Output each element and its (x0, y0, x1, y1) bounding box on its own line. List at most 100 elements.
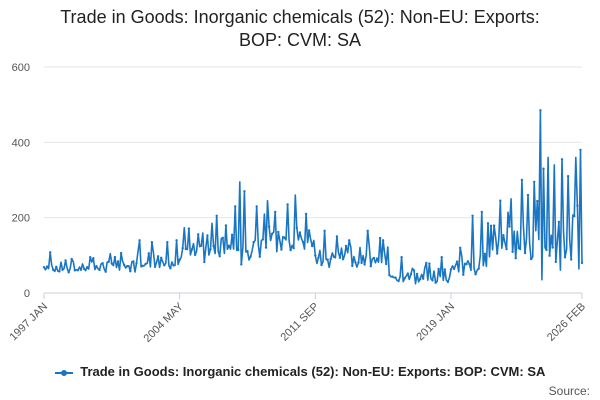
data-point (215, 214, 218, 217)
data-point (73, 269, 77, 272)
data-point (243, 190, 246, 193)
data-point (292, 247, 295, 250)
data-point (468, 263, 471, 266)
data-point (230, 233, 234, 236)
data-point (129, 270, 132, 273)
data-point (385, 262, 388, 266)
data-point (314, 254, 317, 257)
data-point (548, 254, 551, 257)
data-point (200, 244, 203, 247)
data-point (270, 232, 274, 235)
data-point (283, 236, 286, 239)
data-point (237, 248, 240, 252)
data-point (45, 265, 49, 268)
data-point (116, 260, 120, 263)
data-point (452, 267, 456, 271)
data-point (252, 240, 255, 244)
data-point (141, 264, 144, 267)
data-point (551, 246, 554, 249)
data-point (110, 262, 114, 265)
data-point (132, 260, 135, 263)
data-point (440, 256, 443, 259)
data-point (221, 236, 224, 239)
data-point (533, 180, 536, 184)
data-point (209, 247, 212, 251)
data-point (64, 259, 67, 262)
data-point (332, 255, 335, 258)
data-point (471, 214, 474, 217)
data-point (462, 273, 465, 276)
data-point (92, 257, 95, 260)
data-point (184, 247, 187, 251)
data-point (381, 239, 385, 242)
data-point (227, 244, 231, 247)
data-point (295, 226, 298, 230)
data-point (459, 246, 462, 249)
data-point (539, 109, 542, 112)
data-point (67, 271, 70, 274)
data-point (397, 279, 400, 283)
data-point (135, 262, 138, 265)
data-point (101, 262, 104, 265)
data-point (89, 256, 92, 259)
data-point (434, 281, 437, 284)
data-point (474, 273, 477, 276)
data-point (246, 250, 249, 253)
data-point (95, 265, 98, 268)
x-tick-label: 2004 MAY (142, 300, 187, 345)
data-point (212, 244, 215, 248)
data-point (400, 256, 403, 259)
data-point (508, 225, 511, 228)
data-point (570, 258, 573, 261)
data-point (520, 178, 524, 182)
data-point (289, 248, 292, 252)
data-point (144, 262, 147, 266)
data-point (545, 248, 548, 252)
data-point (477, 267, 480, 270)
data-point (329, 257, 332, 261)
data-point (449, 268, 453, 271)
data-point (52, 268, 55, 271)
data-point (187, 227, 191, 230)
data-point (511, 250, 514, 253)
data-point (529, 257, 533, 261)
data-point (341, 258, 345, 261)
data-point (428, 262, 431, 265)
data-point (70, 257, 73, 261)
data-point (409, 273, 413, 276)
data-point (160, 256, 163, 259)
chart-title-line2: BOP: CVM: SA (238, 30, 362, 50)
legend[interactable]: Trade in Goods: Inorganic chemicals (52)… (0, 364, 600, 379)
data-point (301, 240, 305, 244)
data-point (580, 261, 584, 265)
data-point (443, 268, 446, 271)
data-point (576, 204, 579, 207)
data-point (492, 224, 496, 227)
legend-label: Trade in Goods: Inorganic chemicals (52)… (80, 364, 546, 379)
chart-title: Trade in Goods: Inorganic chemicals (52)… (0, 6, 600, 52)
data-point (326, 258, 329, 261)
data-point (203, 260, 206, 264)
data-point (446, 280, 450, 284)
data-point (264, 246, 268, 249)
data-point (58, 270, 61, 273)
data-point (422, 277, 425, 280)
data-point (554, 260, 557, 264)
data-point (523, 251, 527, 255)
data-point (304, 212, 308, 216)
data-point (496, 252, 499, 255)
data-point (123, 263, 126, 267)
data-point (249, 255, 252, 258)
y-tick-label: 400 (12, 137, 30, 149)
data-point (344, 244, 348, 248)
data-point (517, 246, 520, 250)
x-axis: 1997 JAN 2004 MAY 2011 SEP 2019 JAN 2026 FEB (7, 293, 588, 345)
data-point (415, 272, 419, 276)
data-point (412, 269, 416, 272)
data-point (147, 252, 150, 255)
data-point (104, 270, 107, 273)
data-point (455, 260, 459, 263)
data-point (431, 279, 434, 282)
data-point (86, 266, 89, 269)
data-point (150, 241, 154, 244)
